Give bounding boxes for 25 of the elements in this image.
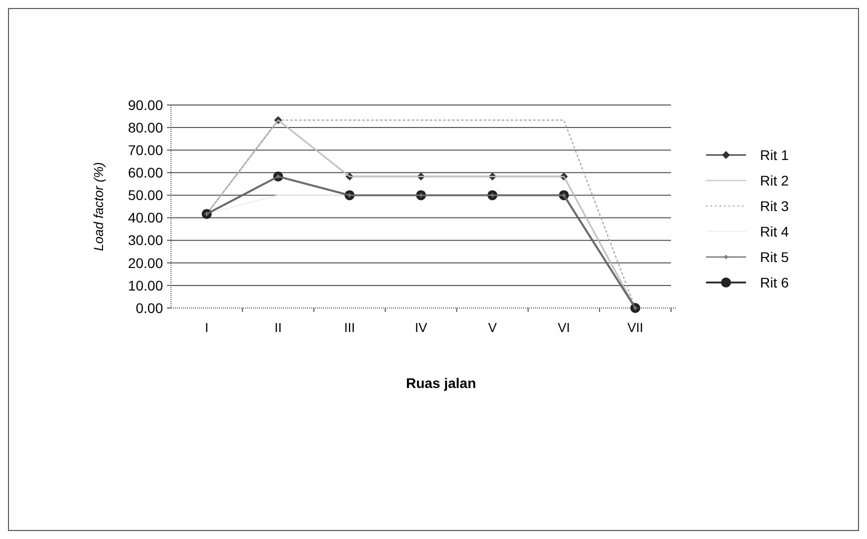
legend-label: Rit 2 <box>760 172 789 188</box>
x-tick-label: I <box>204 320 209 335</box>
y-tick-label: 70.00 <box>128 142 164 158</box>
y-tick-label: 60.00 <box>128 164 164 181</box>
y-tick-label: 40.00 <box>128 210 164 226</box>
x-tick-label: VII <box>627 320 644 335</box>
x-tick-label: II <box>274 320 282 335</box>
legend-label: Rit 5 <box>760 248 789 265</box>
x-tick-label: IV <box>414 320 428 335</box>
x-tick-label: V <box>488 320 498 335</box>
y-axis-title: Load factor (%) <box>91 162 106 251</box>
y-tick-label: 20.00 <box>128 254 164 271</box>
legend-label: Rit 3 <box>760 198 789 214</box>
legend-label: Rit 1 <box>760 146 789 163</box>
x-tick-label: VI <box>558 320 570 335</box>
y-tick-label: 10.00 <box>128 277 164 294</box>
y-tick-label: 90.00 <box>128 96 164 113</box>
y-tick-label: 50.00 <box>128 187 164 204</box>
x-axis-title: Ruas jalan <box>406 375 476 391</box>
y-tick-label: 80.00 <box>128 119 164 136</box>
y-tick-label: 0.00 <box>136 300 164 316</box>
legend-label: Rit 4 <box>760 223 789 240</box>
legend-label: Rit 6 <box>760 274 789 290</box>
x-tick-label: III <box>344 320 355 335</box>
y-tick-label: 30.00 <box>128 232 164 248</box>
